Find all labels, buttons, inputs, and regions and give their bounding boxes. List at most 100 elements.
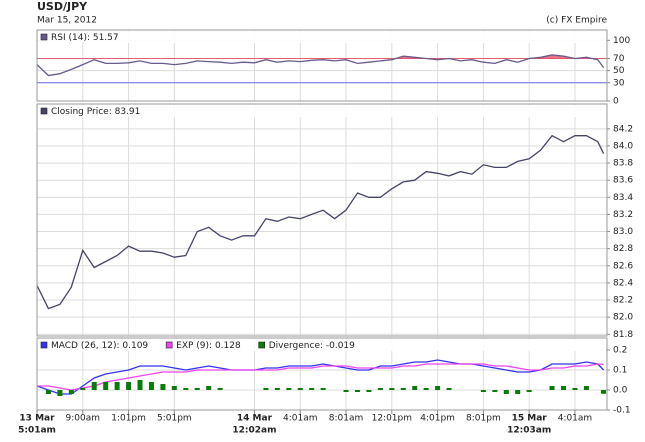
divergence-bar xyxy=(377,388,383,390)
divergence-bar xyxy=(549,386,555,390)
divergence-bar xyxy=(80,388,86,390)
y-tick-label: 81.8 xyxy=(613,330,633,340)
y-tick-label: 0.1 xyxy=(613,366,627,376)
series-line xyxy=(36,134,605,310)
y-tick-label: 83.6 xyxy=(613,176,633,186)
panel-border xyxy=(36,337,608,411)
divergence-bar xyxy=(206,386,212,390)
legend-swatch xyxy=(40,107,48,115)
divergence-bar xyxy=(526,390,532,392)
chart-title: USD/JPY xyxy=(37,0,88,13)
divergence-bar xyxy=(366,390,372,392)
series-line xyxy=(37,363,604,391)
divergence-bar xyxy=(446,388,452,390)
panel-border xyxy=(36,103,608,337)
divergence-bar xyxy=(137,380,143,390)
y-tick-label: 0.0 xyxy=(613,386,628,396)
divergence-bar xyxy=(320,388,326,390)
x-tick-label: 4:01pm xyxy=(420,414,455,424)
legend-strip xyxy=(38,339,606,351)
y-tick-label: 83.0 xyxy=(613,227,633,237)
divergence-bar xyxy=(263,388,269,390)
divergence-bar xyxy=(601,390,607,394)
divergence-bar xyxy=(309,388,315,390)
divergence-bar xyxy=(194,388,200,390)
y-tick-label: 100 xyxy=(613,36,630,46)
divergence-bar xyxy=(354,390,360,392)
divergence-bar xyxy=(561,386,567,390)
x-date-label: 15 Mar xyxy=(512,414,548,424)
y-tick-label: 70 xyxy=(613,54,625,64)
chart-subtitle: Mar 15, 2012 xyxy=(37,16,97,26)
legend-swatch xyxy=(40,33,48,41)
y-tick-label: -0.1 xyxy=(613,406,631,416)
series-line xyxy=(36,54,605,77)
series-line xyxy=(36,359,605,395)
divergence-bar xyxy=(68,390,74,394)
divergence-bar xyxy=(343,390,349,392)
divergence-bar xyxy=(515,390,521,394)
y-tick-label: 0.2 xyxy=(613,346,627,356)
legend-strip xyxy=(38,105,606,117)
x-tick-label: 4:01am xyxy=(283,414,318,424)
divergence-bar xyxy=(583,386,589,390)
panel-background xyxy=(37,104,607,336)
x-tick-label: 12:01pm xyxy=(372,414,412,424)
y-tick-label: 50 xyxy=(613,66,625,76)
y-tick-label: 0 xyxy=(613,97,619,107)
x-tick-label: 12:03am xyxy=(507,426,551,436)
legend-swatch xyxy=(40,341,48,349)
divergence-bar xyxy=(297,388,303,390)
x-date-label: 13 Mar xyxy=(19,414,55,424)
legend-label: MACD (26, 12): 0.109 xyxy=(51,341,148,351)
x-tick-label: 4:01am xyxy=(558,414,593,424)
divergence-bar xyxy=(572,388,578,390)
panel-border xyxy=(36,29,608,102)
divergence-bar xyxy=(480,390,486,392)
legend-label: Closing Price: 83.91 xyxy=(51,107,140,117)
divergence-bar xyxy=(45,390,51,394)
divergence-bar xyxy=(103,382,109,390)
legend-swatch xyxy=(165,341,173,349)
divergence-bar xyxy=(435,386,441,390)
y-tick-label: 82.6 xyxy=(613,261,633,271)
legend-swatch xyxy=(258,341,266,349)
y-tick-label: 82.8 xyxy=(613,244,633,254)
legend-label: Divergence: -0.019 xyxy=(269,341,355,351)
y-tick-label: 83.8 xyxy=(613,159,633,169)
divergence-bar xyxy=(57,390,63,396)
divergence-bar xyxy=(148,382,154,390)
y-tick-label: 83.4 xyxy=(613,193,633,203)
divergence-bar xyxy=(160,384,166,390)
x-date-label: 14 Mar xyxy=(237,414,273,424)
legend-label: EXP (9): 0.128 xyxy=(176,341,241,351)
divergence-bar xyxy=(412,386,418,390)
divergence-bar xyxy=(400,388,406,390)
y-tick-label: 84.0 xyxy=(613,141,633,151)
y-tick-label: 82.0 xyxy=(613,313,633,323)
y-tick-label: 82.4 xyxy=(613,278,633,288)
x-tick-label: 12:02am xyxy=(232,426,276,436)
divergence-bar xyxy=(217,388,223,390)
divergence-bar xyxy=(183,388,189,390)
x-tick-label: 8:01pm xyxy=(466,414,501,424)
y-tick-label: 82.2 xyxy=(613,296,633,306)
divergence-bar xyxy=(286,388,292,390)
divergence-bar xyxy=(126,382,132,390)
x-tick-label: 5:01pm xyxy=(157,414,192,424)
legend-strip xyxy=(38,31,606,43)
x-tick-label: 9:00am xyxy=(66,414,101,424)
x-tick-label: 5:01am xyxy=(18,426,56,436)
divergence-bar xyxy=(423,388,429,390)
divergence-bar xyxy=(492,390,498,392)
y-tick-label: 30 xyxy=(613,78,625,88)
credit: (c) FX Empire xyxy=(546,16,607,26)
divergence-bar xyxy=(274,388,280,390)
divergence-bar xyxy=(503,390,509,394)
divergence-bar xyxy=(171,386,177,390)
x-tick-label: 1:01pm xyxy=(111,414,146,424)
divergence-bar xyxy=(91,382,97,390)
x-tick-label: 8:01am xyxy=(329,414,364,424)
